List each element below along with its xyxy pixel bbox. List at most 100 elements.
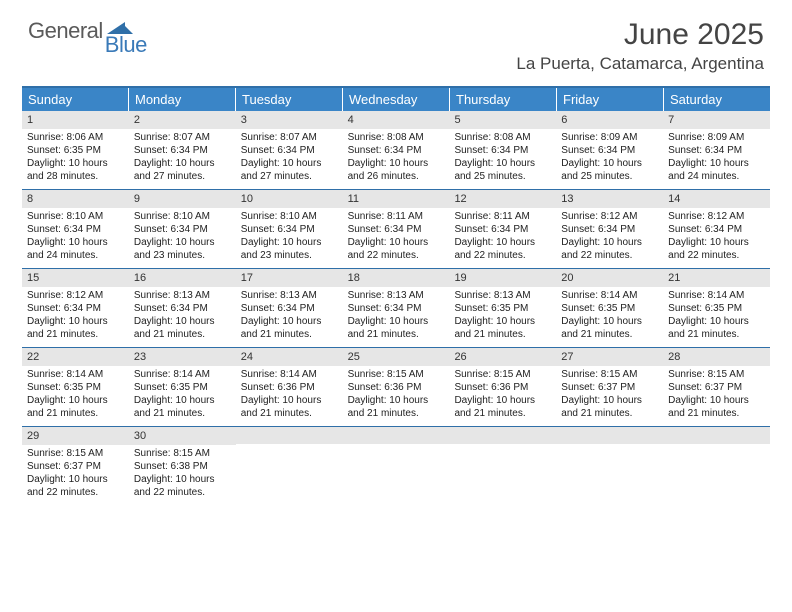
- day-number: 23: [129, 348, 236, 366]
- day-details: Sunrise: 8:09 AMSunset: 6:34 PMDaylight:…: [663, 131, 770, 183]
- day-number: 24: [236, 348, 343, 366]
- month-title: June 2025: [516, 18, 764, 52]
- day-cell: 3 Sunrise: 8:07 AMSunset: 6:34 PMDaylight…: [236, 111, 343, 189]
- day-number: 5: [449, 111, 556, 129]
- empty-day-cell: [236, 427, 343, 505]
- day-details: Sunrise: 8:07 AMSunset: 6:34 PMDaylight:…: [236, 131, 343, 183]
- day-details: Sunrise: 8:10 AMSunset: 6:34 PMDaylight:…: [129, 210, 236, 262]
- title-block: June 2025 La Puerta, Catamarca, Argentin…: [516, 18, 764, 74]
- day-cell: 1 Sunrise: 8:06 AMSunset: 6:35 PMDaylight…: [22, 111, 129, 189]
- day-number: 11: [343, 190, 450, 208]
- day-details: Sunrise: 8:13 AMSunset: 6:34 PMDaylight:…: [343, 289, 450, 341]
- weekday-header: Monday: [129, 88, 236, 111]
- day-cell: 9 Sunrise: 8:10 AMSunset: 6:34 PMDaylight…: [129, 190, 236, 268]
- weekday-header-row: SundayMondayTuesdayWednesdayThursdayFrid…: [22, 88, 770, 111]
- day-number: 30: [129, 427, 236, 445]
- day-cell: 23 Sunrise: 8:14 AMSunset: 6:35 PMDayligh…: [129, 348, 236, 426]
- weekday-header: Friday: [557, 88, 664, 111]
- day-number: 1: [22, 111, 129, 129]
- day-details: Sunrise: 8:10 AMSunset: 6:34 PMDaylight:…: [236, 210, 343, 262]
- week-row: 8Sunrise: 8:10 AMSunset: 6:34 PMDaylight…: [22, 189, 770, 268]
- day-cell: 15Sunrise: 8:12 AMSunset: 6:34 PMDayligh…: [22, 269, 129, 347]
- day-cell: 7 Sunrise: 8:09 AMSunset: 6:34 PMDaylight…: [663, 111, 770, 189]
- logo-text-general: General: [28, 18, 103, 44]
- day-number: 25: [343, 348, 450, 366]
- header: General Blue June 2025 La Puerta, Catama…: [0, 0, 792, 80]
- day-cell: 18Sunrise: 8:13 AMSunset: 6:34 PMDayligh…: [343, 269, 450, 347]
- day-number: 2: [129, 111, 236, 129]
- day-details: Sunrise: 8:15 AMSunset: 6:37 PMDaylight:…: [22, 447, 129, 499]
- day-cell: 24 Sunrise: 8:14 AMSunset: 6:36 PMDayligh…: [236, 348, 343, 426]
- day-cell: 16 Sunrise: 8:13 AMSunset: 6:34 PMDayligh…: [129, 269, 236, 347]
- day-details: Sunrise: 8:14 AMSunset: 6:35 PMDaylight:…: [663, 289, 770, 341]
- day-details: Sunrise: 8:14 AMSunset: 6:35 PMDaylight:…: [129, 368, 236, 420]
- day-number: 19: [449, 269, 556, 287]
- week-row: 1 Sunrise: 8:06 AMSunset: 6:35 PMDaylight…: [22, 111, 770, 189]
- day-details: Sunrise: 8:08 AMSunset: 6:34 PMDaylight:…: [449, 131, 556, 183]
- weekday-header: Tuesday: [236, 88, 343, 111]
- day-cell: 14 Sunrise: 8:12 AMSunset: 6:34 PMDayligh…: [663, 190, 770, 268]
- day-number: 29: [22, 427, 129, 445]
- day-number: 10: [236, 190, 343, 208]
- day-number: 6: [556, 111, 663, 129]
- empty-day-cell: [449, 427, 556, 505]
- empty-day-cell: [663, 427, 770, 505]
- day-number: 4: [343, 111, 450, 129]
- day-number: 16: [129, 269, 236, 287]
- day-number: 17: [236, 269, 343, 287]
- day-cell: 20 Sunrise: 8:14 AMSunset: 6:35 PMDayligh…: [556, 269, 663, 347]
- day-details: Sunrise: 8:11 AMSunset: 6:34 PMDaylight:…: [449, 210, 556, 262]
- day-number: 26: [449, 348, 556, 366]
- day-details: Sunrise: 8:14 AMSunset: 6:35 PMDaylight:…: [556, 289, 663, 341]
- day-cell: 13 Sunrise: 8:12 AMSunset: 6:34 PMDayligh…: [556, 190, 663, 268]
- day-details: Sunrise: 8:13 AMSunset: 6:34 PMDaylight:…: [129, 289, 236, 341]
- day-details: Sunrise: 8:10 AMSunset: 6:34 PMDaylight:…: [22, 210, 129, 262]
- day-number: 22: [22, 348, 129, 366]
- weekday-header: Thursday: [450, 88, 557, 111]
- week-row: 29 Sunrise: 8:15 AMSunset: 6:37 PMDayligh…: [22, 426, 770, 505]
- day-number: 8: [22, 190, 129, 208]
- day-details: Sunrise: 8:14 AMSunset: 6:36 PMDaylight:…: [236, 368, 343, 420]
- day-cell: 19Sunrise: 8:13 AMSunset: 6:35 PMDayligh…: [449, 269, 556, 347]
- day-number: 14: [663, 190, 770, 208]
- day-number: 27: [556, 348, 663, 366]
- logo-text-blue: Blue: [105, 32, 147, 58]
- day-details: Sunrise: 8:15 AMSunset: 6:36 PMDaylight:…: [343, 368, 450, 420]
- day-number: 9: [129, 190, 236, 208]
- day-cell: 2 Sunrise: 8:07 AMSunset: 6:34 PMDaylight…: [129, 111, 236, 189]
- day-details: Sunrise: 8:07 AMSunset: 6:34 PMDaylight:…: [129, 131, 236, 183]
- day-number: 3: [236, 111, 343, 129]
- day-number: 28: [663, 348, 770, 366]
- day-details: Sunrise: 8:12 AMSunset: 6:34 PMDaylight:…: [663, 210, 770, 262]
- day-cell: 30 Sunrise: 8:15 AMSunset: 6:38 PMDayligh…: [129, 427, 236, 505]
- week-row: 15Sunrise: 8:12 AMSunset: 6:34 PMDayligh…: [22, 268, 770, 347]
- day-cell: 28Sunrise: 8:15 AMSunset: 6:37 PMDayligh…: [663, 348, 770, 426]
- day-details: Sunrise: 8:15 AMSunset: 6:38 PMDaylight:…: [129, 447, 236, 499]
- day-cell: 29 Sunrise: 8:15 AMSunset: 6:37 PMDayligh…: [22, 427, 129, 505]
- day-number: 20: [556, 269, 663, 287]
- weekday-header: Sunday: [22, 88, 129, 111]
- day-details: Sunrise: 8:11 AMSunset: 6:34 PMDaylight:…: [343, 210, 450, 262]
- day-number: 21: [663, 269, 770, 287]
- day-details: Sunrise: 8:09 AMSunset: 6:34 PMDaylight:…: [556, 131, 663, 183]
- day-number: 12: [449, 190, 556, 208]
- day-cell: 8 Sunrise: 8:10 AMSunset: 6:34 PMDaylight…: [22, 190, 129, 268]
- day-number: 13: [556, 190, 663, 208]
- day-cell: 5 Sunrise: 8:08 AMSunset: 6:34 PMDaylight…: [449, 111, 556, 189]
- location: La Puerta, Catamarca, Argentina: [516, 54, 764, 74]
- day-cell: 25 Sunrise: 8:15 AMSunset: 6:36 PMDayligh…: [343, 348, 450, 426]
- day-details: Sunrise: 8:15 AMSunset: 6:37 PMDaylight:…: [556, 368, 663, 420]
- day-cell: 6 Sunrise: 8:09 AMSunset: 6:34 PMDaylight…: [556, 111, 663, 189]
- day-cell: 11 Sunrise: 8:11 AMSunset: 6:34 PMDayligh…: [343, 190, 450, 268]
- day-cell: 17 Sunrise: 8:13 AMSunset: 6:34 PMDayligh…: [236, 269, 343, 347]
- day-details: Sunrise: 8:15 AMSunset: 6:36 PMDaylight:…: [449, 368, 556, 420]
- day-cell: 21 Sunrise: 8:14 AMSunset: 6:35 PMDayligh…: [663, 269, 770, 347]
- day-number: 7: [663, 111, 770, 129]
- day-cell: 27 Sunrise: 8:15 AMSunset: 6:37 PMDayligh…: [556, 348, 663, 426]
- day-details: Sunrise: 8:12 AMSunset: 6:34 PMDaylight:…: [556, 210, 663, 262]
- day-cell: 26 Sunrise: 8:15 AMSunset: 6:36 PMDayligh…: [449, 348, 556, 426]
- weekday-header: Wednesday: [343, 88, 450, 111]
- day-details: Sunrise: 8:06 AMSunset: 6:35 PMDaylight:…: [22, 131, 129, 183]
- day-details: Sunrise: 8:13 AMSunset: 6:34 PMDaylight:…: [236, 289, 343, 341]
- day-cell: 12 Sunrise: 8:11 AMSunset: 6:34 PMDayligh…: [449, 190, 556, 268]
